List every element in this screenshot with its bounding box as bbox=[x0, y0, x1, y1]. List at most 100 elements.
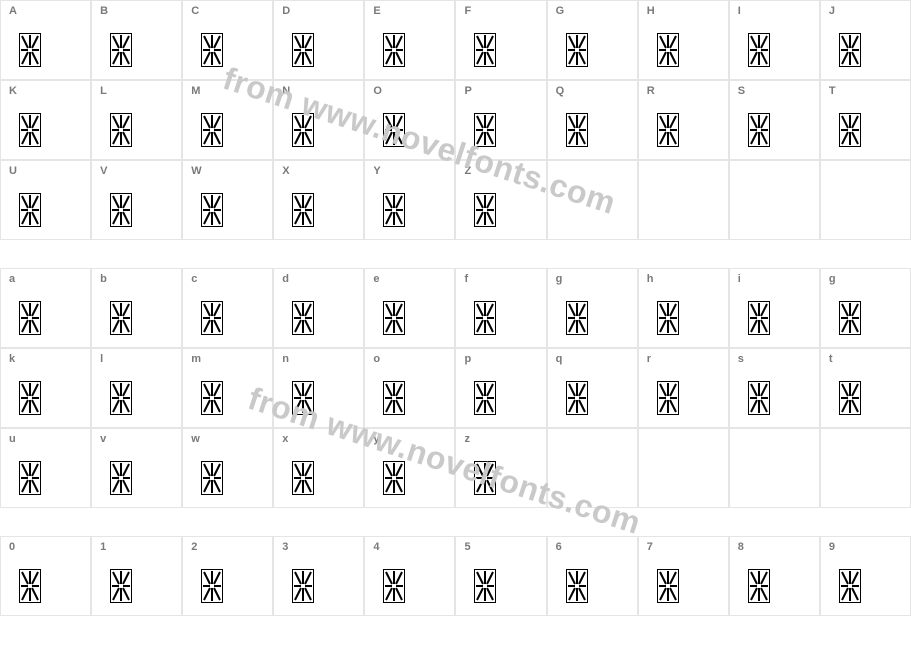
char-label: b bbox=[100, 273, 107, 285]
char-cell: d bbox=[273, 268, 364, 348]
char-label: U bbox=[9, 165, 17, 177]
char-label: n bbox=[282, 353, 289, 365]
char-cell: 9 bbox=[820, 536, 911, 616]
char-label: 1 bbox=[100, 541, 106, 553]
char-cell: p bbox=[455, 348, 546, 428]
char-label: Q bbox=[556, 85, 565, 97]
char-label: P bbox=[464, 85, 471, 97]
segment-glyph-icon bbox=[292, 569, 314, 603]
char-cell: w bbox=[182, 428, 273, 508]
char-cell: 4 bbox=[364, 536, 455, 616]
char-cell bbox=[547, 428, 638, 508]
char-label: 9 bbox=[829, 541, 835, 553]
char-cell: R bbox=[638, 80, 729, 160]
char-label: x bbox=[282, 433, 288, 445]
char-label: 6 bbox=[556, 541, 562, 553]
segment-glyph-icon bbox=[748, 113, 770, 147]
segment-glyph-icon bbox=[383, 301, 405, 335]
char-label: a bbox=[9, 273, 15, 285]
char-cell: 2 bbox=[182, 536, 273, 616]
segment-glyph-icon bbox=[201, 193, 223, 227]
char-label: s bbox=[738, 353, 744, 365]
segment-glyph-icon bbox=[201, 301, 223, 335]
segment-glyph-icon bbox=[566, 381, 588, 415]
char-label: 7 bbox=[647, 541, 653, 553]
char-label: g bbox=[556, 273, 563, 285]
char-label: H bbox=[647, 5, 655, 17]
char-cell: N bbox=[273, 80, 364, 160]
char-label: L bbox=[100, 85, 107, 97]
char-cell: k bbox=[0, 348, 91, 428]
segment-glyph-icon bbox=[292, 33, 314, 67]
segment-glyph-icon bbox=[383, 461, 405, 495]
char-cell bbox=[729, 428, 820, 508]
char-cell: P bbox=[455, 80, 546, 160]
char-cell: Q bbox=[547, 80, 638, 160]
char-label: u bbox=[9, 433, 16, 445]
char-label: f bbox=[464, 273, 468, 285]
char-cell: A bbox=[0, 0, 91, 80]
segment-glyph-icon bbox=[474, 569, 496, 603]
char-label: E bbox=[373, 5, 380, 17]
char-cell: b bbox=[91, 268, 182, 348]
row-gap bbox=[0, 240, 911, 268]
char-cell: 8 bbox=[729, 536, 820, 616]
char-cell: l bbox=[91, 348, 182, 428]
segment-glyph-icon bbox=[19, 193, 41, 227]
char-label: K bbox=[9, 85, 17, 97]
char-cell: v bbox=[91, 428, 182, 508]
segment-glyph-icon bbox=[19, 301, 41, 335]
char-label: i bbox=[738, 273, 741, 285]
char-cell: U bbox=[0, 160, 91, 240]
char-label: l bbox=[100, 353, 103, 365]
char-cell bbox=[638, 160, 729, 240]
char-cell: m bbox=[182, 348, 273, 428]
char-cell: V bbox=[91, 160, 182, 240]
char-label: k bbox=[9, 353, 15, 365]
char-label: r bbox=[647, 353, 651, 365]
char-label: O bbox=[373, 85, 382, 97]
char-cell: S bbox=[729, 80, 820, 160]
char-cell bbox=[638, 428, 729, 508]
char-label: S bbox=[738, 85, 745, 97]
char-cell bbox=[729, 160, 820, 240]
char-label: 8 bbox=[738, 541, 744, 553]
char-label: B bbox=[100, 5, 108, 17]
segment-glyph-icon bbox=[474, 33, 496, 67]
segment-glyph-icon bbox=[657, 381, 679, 415]
char-cell bbox=[820, 160, 911, 240]
char-cell: r bbox=[638, 348, 729, 428]
char-label: G bbox=[556, 5, 565, 17]
char-label: 4 bbox=[373, 541, 379, 553]
segment-glyph-icon bbox=[201, 381, 223, 415]
segment-glyph-icon bbox=[110, 381, 132, 415]
char-label: R bbox=[647, 85, 655, 97]
char-cell bbox=[820, 428, 911, 508]
char-cell: f bbox=[455, 268, 546, 348]
char-label: 3 bbox=[282, 541, 288, 553]
char-cell bbox=[547, 160, 638, 240]
character-map-grid: A B C D E bbox=[0, 0, 911, 616]
segment-glyph-icon bbox=[292, 193, 314, 227]
char-cell: H bbox=[638, 0, 729, 80]
char-label: D bbox=[282, 5, 290, 17]
char-cell: t bbox=[820, 348, 911, 428]
char-cell: K bbox=[0, 80, 91, 160]
segment-glyph-icon bbox=[748, 381, 770, 415]
segment-glyph-icon bbox=[292, 301, 314, 335]
char-label: 0 bbox=[9, 541, 15, 553]
row-gap bbox=[0, 508, 911, 536]
char-label: m bbox=[191, 353, 201, 365]
char-label: q bbox=[556, 353, 563, 365]
char-cell: h bbox=[638, 268, 729, 348]
segment-glyph-icon bbox=[566, 569, 588, 603]
segment-glyph-icon bbox=[201, 569, 223, 603]
char-cell: G bbox=[547, 0, 638, 80]
segment-glyph-icon bbox=[110, 569, 132, 603]
segment-glyph-icon bbox=[201, 113, 223, 147]
char-cell: g bbox=[820, 268, 911, 348]
char-label: t bbox=[829, 353, 833, 365]
char-cell: D bbox=[273, 0, 364, 80]
char-cell: Z bbox=[455, 160, 546, 240]
segment-glyph-icon bbox=[474, 381, 496, 415]
